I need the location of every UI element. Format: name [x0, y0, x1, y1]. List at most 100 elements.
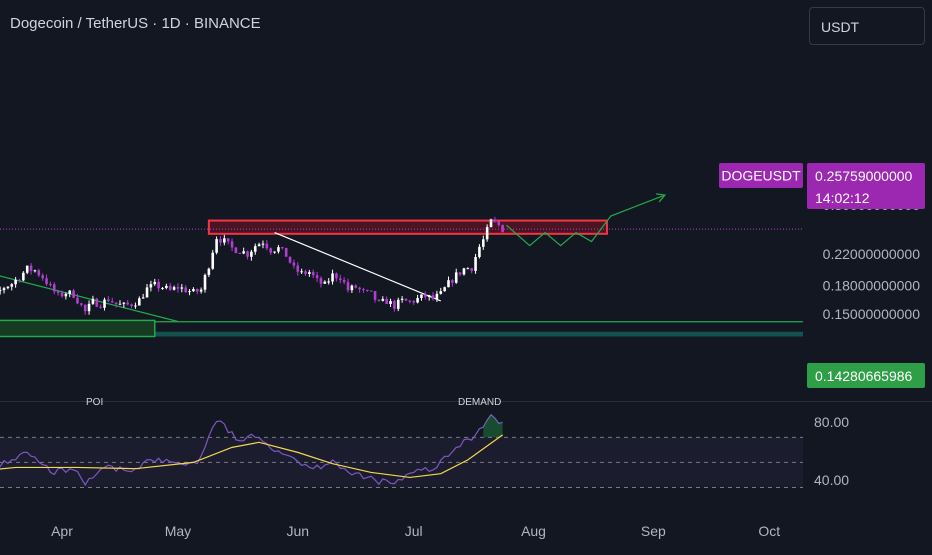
candle-body	[431, 295, 435, 300]
time-axis-label: Sep	[641, 523, 666, 539]
candle-body	[203, 274, 207, 290]
candle-body	[234, 247, 238, 253]
candle-body	[493, 219, 497, 222]
candle	[489, 218, 493, 228]
candle-body	[25, 265, 29, 273]
candle-body	[369, 290, 373, 292]
candle	[315, 271, 319, 283]
candle	[72, 288, 75, 299]
candle	[261, 240, 265, 249]
candle	[257, 242, 261, 247]
candle	[358, 286, 361, 293]
candle-body	[219, 239, 222, 243]
candle-body	[346, 282, 350, 291]
candle-body	[2, 288, 6, 291]
candle-body	[485, 227, 489, 240]
candle	[304, 269, 307, 276]
candle	[466, 267, 470, 270]
candle	[0, 286, 2, 295]
candle	[338, 274, 342, 284]
demand-zone-label: DEMAND	[458, 397, 501, 408]
support-price-tag: 0.14280665986	[807, 363, 925, 388]
candle-body	[281, 247, 284, 249]
candle-body	[176, 287, 180, 289]
candle	[37, 268, 41, 278]
candle	[485, 224, 489, 242]
candle	[288, 256, 292, 264]
candle-body	[265, 243, 269, 249]
candle	[362, 287, 365, 293]
candle	[474, 253, 477, 274]
candle	[431, 292, 435, 301]
candle	[284, 247, 288, 257]
price-axis-tick: 0.22000000000	[823, 246, 921, 262]
support-price-label: 0.14280665986	[815, 368, 913, 384]
candle-body	[107, 299, 110, 302]
candle	[366, 289, 369, 292]
candle-body	[211, 252, 215, 269]
candle-body	[192, 289, 195, 292]
candle-body	[41, 275, 44, 279]
candle	[253, 243, 257, 255]
trendline-descending-green	[0, 275, 179, 323]
candle-body	[489, 219, 493, 228]
candle-body	[145, 287, 149, 298]
candle	[350, 284, 354, 293]
candle-body	[292, 262, 296, 266]
candle	[501, 224, 504, 233]
candle-body	[308, 272, 311, 275]
candle-body	[466, 268, 470, 270]
candle	[165, 283, 168, 290]
candle	[207, 267, 211, 278]
candle-body	[149, 284, 153, 288]
candle	[76, 293, 79, 305]
candle	[331, 269, 334, 285]
candle-body	[311, 272, 315, 276]
candle-body	[362, 289, 365, 291]
candle	[168, 283, 172, 292]
candle	[226, 238, 230, 245]
candle	[447, 276, 450, 288]
candle-body	[323, 281, 327, 284]
candle-body	[49, 284, 52, 286]
projection-arrowhead	[655, 193, 667, 203]
candle-body	[195, 289, 199, 292]
candle-body	[110, 301, 114, 303]
candle	[138, 296, 141, 306]
candle-body	[327, 281, 330, 283]
candle	[396, 297, 400, 312]
candle	[153, 278, 157, 286]
candle-body	[451, 280, 454, 283]
candle-body	[56, 291, 60, 293]
candle-body	[22, 272, 25, 281]
candle	[373, 291, 377, 303]
candle	[199, 287, 203, 294]
candle	[134, 302, 137, 309]
candle-body	[396, 299, 400, 309]
candle-body	[296, 265, 300, 272]
candle-body	[242, 251, 245, 254]
price-axis-tick: 0.18000000000	[823, 277, 921, 293]
candle	[354, 284, 358, 289]
candle	[292, 259, 296, 269]
candle-body	[33, 270, 37, 272]
candle-body	[377, 299, 381, 301]
candle-body	[83, 304, 87, 312]
candle	[110, 297, 114, 303]
candle-body	[335, 273, 338, 279]
candle-body	[458, 272, 462, 275]
candle-body	[76, 297, 79, 304]
candle-body	[338, 278, 342, 281]
candle-body	[122, 302, 126, 304]
candle	[458, 272, 462, 277]
symbol-tag-bg	[719, 163, 803, 188]
candle-body	[315, 275, 319, 279]
candle	[427, 294, 431, 301]
currency-selector[interactable]: USDT	[809, 7, 925, 45]
candle	[60, 290, 64, 298]
candle	[149, 280, 153, 292]
candle-body	[6, 286, 10, 289]
candle-body	[99, 306, 102, 308]
candle	[308, 269, 311, 277]
